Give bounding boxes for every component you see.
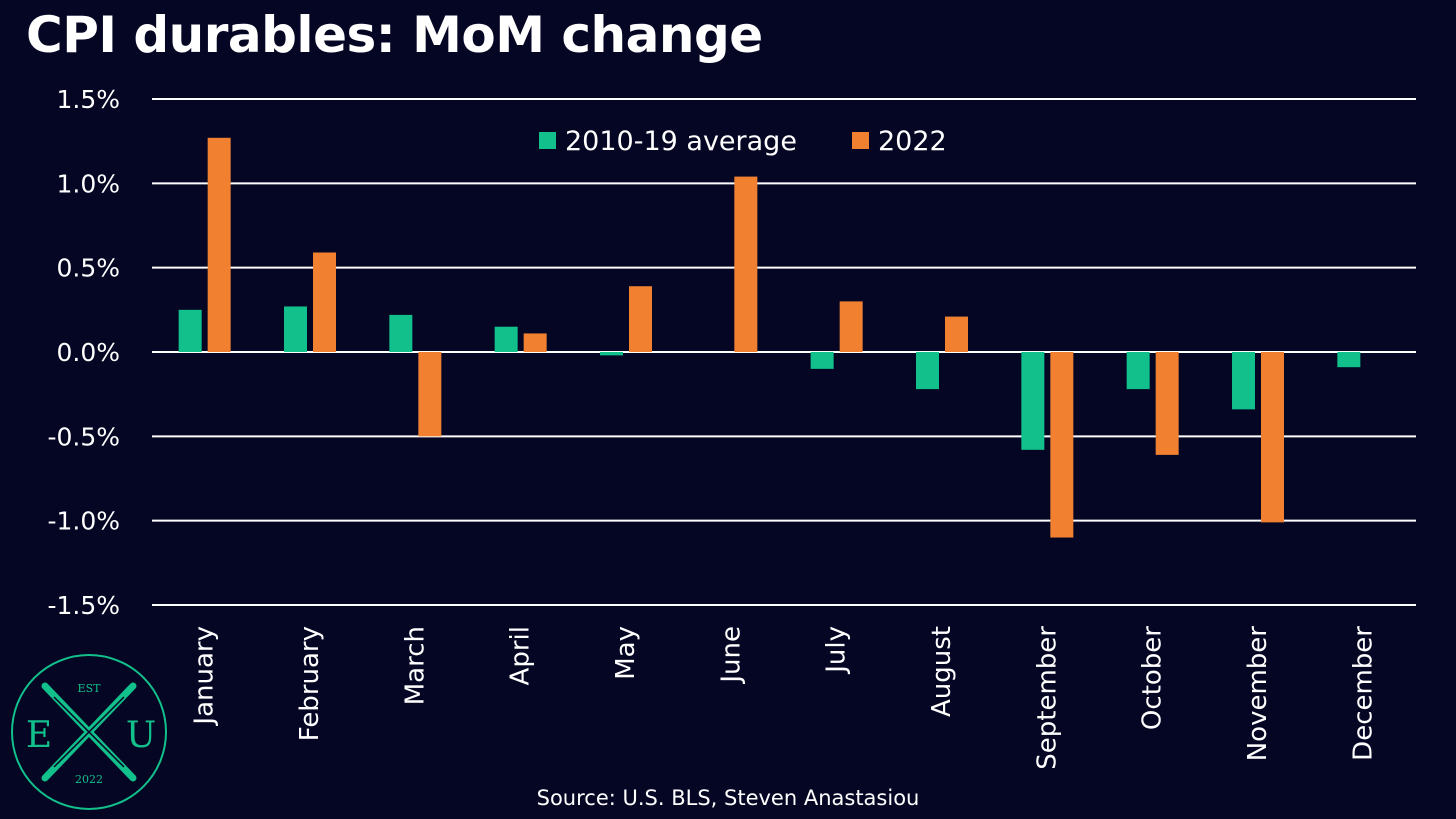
y-tick-label: -1.5% [47, 591, 120, 620]
bar-avg-2010-19 [1126, 352, 1150, 390]
x-tick-label: July [822, 626, 852, 675]
logo-u: U [126, 715, 156, 756]
exu-logo: EST E U 2022 [11, 654, 167, 810]
y-tick-label: 1.5% [56, 85, 120, 114]
y-tick-label: -1.0% [47, 507, 120, 536]
x-tick-label: April [506, 626, 536, 685]
x-tick-label: December [1348, 626, 1378, 761]
x-tick-label: August [927, 626, 957, 717]
bar-avg-2010-19 [284, 306, 307, 352]
bar-avg-2010-19 [1021, 352, 1045, 450]
x-tick-label: June [716, 626, 746, 685]
legend: 2010-19 average 2022 [539, 126, 947, 157]
x-tick-label: January [190, 626, 220, 727]
bar-avg-2010-19 [1337, 352, 1361, 368]
y-tick-label: 0.0% [56, 338, 120, 367]
bar-avg-2010-19 [600, 352, 623, 356]
bar-avg-2010-19 [1232, 352, 1255, 410]
bar-2022 [839, 301, 863, 352]
x-tick-label: March [400, 626, 430, 705]
bar-2022 [629, 286, 652, 352]
bar-2022 [313, 252, 336, 352]
x-tick-label: September [1032, 626, 1062, 770]
bar-2022 [1261, 352, 1284, 523]
bar-2022 [418, 352, 442, 437]
x-tick-label: October [1138, 626, 1168, 730]
source-note: Source: U.S. BLS, Steven Anastasiou [536, 786, 920, 810]
x-tick-label: February [295, 626, 325, 741]
legend-swatch [539, 132, 556, 149]
y-tick-label: 1.0% [56, 169, 120, 198]
chart-title: CPI durables: MoM change [26, 6, 763, 64]
logo-e: E [26, 715, 52, 756]
x-axis-ticks: January February March April May June July Augu… [190, 626, 1379, 770]
bars [178, 137, 1361, 538]
gridlines [152, 98, 1416, 606]
bar-avg-2010-19 [810, 352, 834, 369]
y-tick-label: -0.5% [47, 422, 120, 451]
logo-est: EST [78, 682, 102, 695]
bar-2022 [1050, 352, 1074, 538]
bar-2022 [945, 316, 968, 352]
x-tick-label: November [1243, 626, 1273, 762]
bar-avg-2010-19 [389, 314, 413, 352]
bar-2022 [523, 333, 547, 352]
legend-swatch [852, 132, 869, 149]
legend-label: 2022 [878, 126, 947, 157]
bar-avg-2010-19 [494, 326, 518, 352]
bar-2022 [734, 176, 758, 352]
y-axis-ticks: 1.5% 1.0% 0.5% 0.0% -0.5% -1.0% -1.5% [47, 85, 120, 620]
x-tick-label: May [611, 626, 641, 680]
bar-avg-2010-19 [178, 309, 202, 352]
bar-avg-2010-19 [916, 352, 939, 390]
bar-2022 [207, 137, 231, 352]
legend-label: 2010-19 average [565, 126, 797, 157]
logo-year: 2022 [75, 773, 103, 786]
y-tick-label: 0.5% [56, 254, 120, 283]
bar-2022 [1155, 352, 1179, 455]
